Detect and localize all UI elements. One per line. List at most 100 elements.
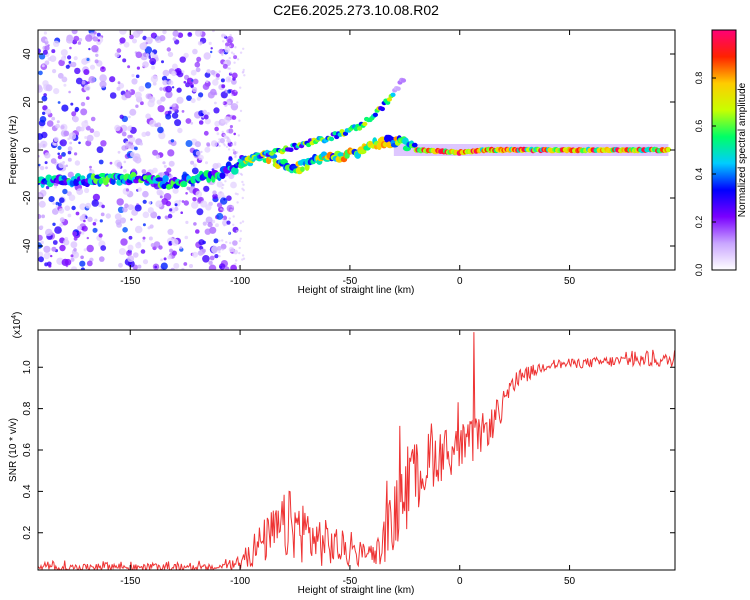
noise-mark — [119, 217, 126, 224]
noise-mark — [135, 74, 140, 79]
noise-mark — [73, 248, 77, 252]
noise-mark — [42, 105, 48, 111]
noise-mark — [218, 70, 221, 73]
trace-mark — [300, 166, 305, 172]
noise-mark — [120, 238, 128, 246]
noise-mark — [163, 164, 167, 168]
noise-mark — [201, 248, 206, 253]
noise-mark — [214, 254, 219, 259]
noise-mark — [99, 219, 103, 223]
noise-mark — [126, 250, 132, 257]
spectrogram-x-tick-label: 0 — [457, 276, 463, 287]
noise-mark — [127, 65, 131, 69]
noise-mark — [234, 192, 238, 195]
noise-mark — [227, 89, 232, 94]
noise-mark — [190, 98, 196, 104]
noise-mark — [161, 198, 169, 205]
trace-mark — [385, 100, 391, 105]
trace-mark — [342, 131, 349, 136]
noise-mark — [214, 126, 219, 132]
noise-mark — [165, 113, 172, 120]
noise-mark — [238, 251, 241, 255]
noise-mark — [142, 236, 146, 240]
noise-mark — [215, 223, 219, 228]
noise-mark — [181, 200, 185, 203]
noise-mark — [139, 142, 143, 146]
noise-mark — [170, 267, 175, 270]
noise-mark — [202, 83, 210, 90]
noise-mark — [228, 141, 231, 144]
noise-mark — [237, 134, 240, 137]
spectrogram-y-tick-label: -40 — [22, 238, 33, 253]
noise-mark — [184, 235, 189, 240]
noise-mark — [222, 183, 225, 187]
noise-mark — [68, 132, 77, 140]
noise-mark — [76, 188, 84, 196]
noise-mark — [136, 66, 140, 70]
noise-mark — [70, 241, 78, 249]
noise-mark — [75, 126, 82, 132]
noise-mark — [114, 124, 121, 132]
noise-mark — [161, 60, 164, 64]
spectrogram-x-ticks: -150 -100 -50 0 50 — [120, 30, 576, 287]
noise-mark — [58, 162, 65, 169]
noise-mark — [162, 79, 168, 86]
noise-mark — [241, 220, 245, 223]
noise-mark — [192, 78, 199, 85]
noise-mark — [195, 229, 200, 234]
noise-mark — [192, 197, 197, 202]
noise-mark — [208, 260, 213, 265]
noise-mark — [80, 231, 85, 235]
noise-mark — [118, 248, 126, 255]
noise-mark — [152, 81, 157, 86]
noise-mark — [40, 240, 44, 245]
noise-mark — [124, 90, 132, 99]
noise-mark — [131, 78, 138, 85]
noise-mark — [75, 211, 80, 216]
snr-x-tick-label: 0 — [457, 576, 463, 587]
noise-mark — [145, 93, 152, 100]
noise-mark — [234, 143, 237, 146]
noise-mark — [216, 132, 220, 136]
noise-mark — [231, 115, 237, 120]
noise-mark — [63, 83, 67, 87]
trace-mark — [155, 177, 164, 182]
noise-mark — [216, 202, 223, 208]
noise-mark — [222, 209, 225, 212]
noise-mark — [183, 200, 189, 206]
noise-mark — [217, 196, 221, 200]
noise-mark — [186, 77, 194, 85]
noise-mark — [48, 196, 55, 203]
colorbar-label: Normalized spectral amplitude — [737, 82, 748, 217]
spectrogram-y-tick-label: -20 — [22, 190, 33, 205]
noise-mark — [231, 143, 234, 146]
noise-mark — [91, 199, 99, 207]
noise-mark — [61, 152, 66, 157]
noise-mark — [127, 260, 135, 268]
noise-mark — [221, 217, 225, 221]
noise-mark — [162, 30, 167, 35]
noise-mark — [174, 200, 181, 207]
noise-mark — [226, 195, 232, 201]
noise-mark — [70, 61, 77, 68]
noise-mark — [137, 264, 142, 269]
noise-mark — [177, 127, 183, 134]
snr-x-tick-label: -100 — [230, 576, 250, 587]
noise-mark — [134, 146, 138, 151]
noise-mark — [42, 49, 48, 55]
noise-mark — [167, 51, 174, 58]
noise-mark — [44, 161, 48, 165]
noise-mark — [238, 246, 241, 250]
noise-mark — [227, 78, 231, 81]
noise-mark — [85, 202, 92, 209]
noise-mark — [226, 99, 230, 103]
noise-mark — [59, 139, 67, 147]
noise-mark — [203, 185, 210, 192]
noise-mark — [172, 63, 178, 70]
spectrogram-x-tick-label: 50 — [564, 276, 576, 287]
noise-mark — [165, 85, 173, 93]
noise-mark — [44, 40, 49, 45]
noise-mark — [228, 45, 232, 48]
noise-mark — [45, 166, 48, 170]
noise-mark — [84, 136, 88, 139]
